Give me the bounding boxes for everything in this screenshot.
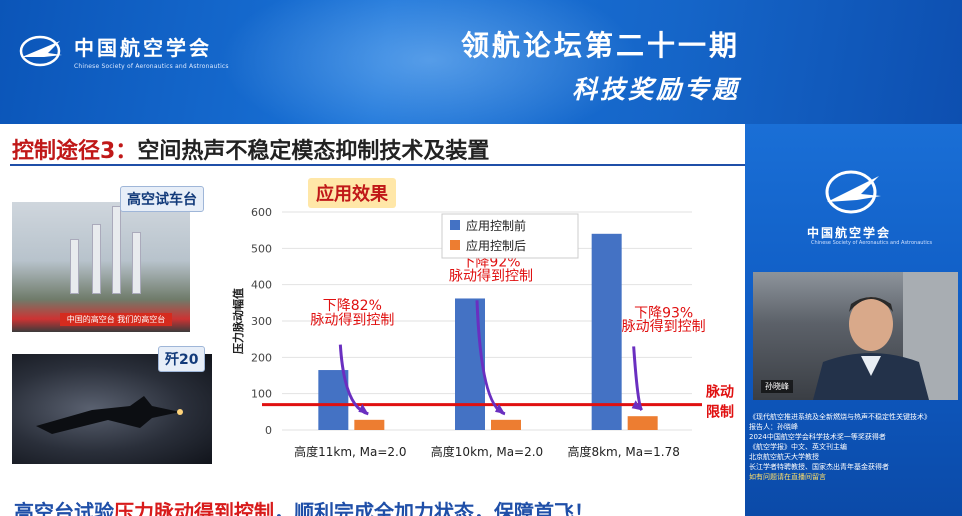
legend-label: 应用控制前 xyxy=(466,218,526,233)
speaker-video: 孙晓峰 xyxy=(753,272,958,400)
org-logo: 中国航空学会 Chinese Society of Aeronautics an… xyxy=(18,32,229,70)
j20-photo xyxy=(12,354,212,464)
photo-banner: 中国的高空台 我们的高空台 xyxy=(60,313,172,326)
apply-effect-label: 应用效果 xyxy=(308,178,396,208)
test-facility-photo: 中国的高空台 我们的高空台 xyxy=(12,202,190,332)
event-title: 领航论坛第二十一期 xyxy=(460,29,740,62)
bottom-caption-part1: 高空台试验 xyxy=(14,500,114,516)
photo1-label: 高空试车台 xyxy=(120,186,204,212)
x-category-label: 高度10km, Ma=2.0 xyxy=(431,444,543,459)
bar-before xyxy=(455,298,485,430)
y-tick-label: 0 xyxy=(265,424,272,437)
speaker-silhouette-icon xyxy=(813,272,958,400)
speaker-info: 《现代航空推进系统及全新燃烧与热声不稳定性关键技术》 报告人：孙晓峰 2024中… xyxy=(749,412,961,482)
y-axis-label: 压力脉动幅值 xyxy=(231,288,245,354)
header-banner: 中国航空学会 Chinese Society of Aeronautics an… xyxy=(0,0,962,124)
annotation-text: 下降82% xyxy=(323,298,382,314)
bar-after xyxy=(354,419,385,430)
info-line: 北京航空航天大学教授 xyxy=(749,453,819,461)
legend-swatch xyxy=(450,240,460,250)
y-tick-label: 400 xyxy=(251,279,272,292)
info-line: 长江学者特聘教授、国家杰出青年基金获得者 xyxy=(749,463,889,471)
y-tick-label: 100 xyxy=(251,388,272,401)
legend-label: 应用控制后 xyxy=(466,238,526,253)
slide-title-main: 空间热声不稳定模态抑制技术及装置 xyxy=(137,139,490,164)
y-tick-label: 600 xyxy=(251,206,272,219)
bottom-caption: 高空台试验压力脉动得到控制，顺利完成全加力状态，保障首飞！ xyxy=(14,496,594,516)
org-name-en: Chinese Society of Aeronautics and Astro… xyxy=(74,63,229,70)
limit-label: 限制 xyxy=(706,404,734,421)
airplane-logo-icon xyxy=(825,170,881,214)
title-divider xyxy=(10,164,745,166)
info-line: 《现代航空推进系统及全新燃烧与热声不稳定性关键技术》 xyxy=(749,413,931,421)
org-name-cn: 中国航空学会 xyxy=(74,36,212,60)
fighter-jet-icon xyxy=(36,396,183,434)
slide-title: 控制途径3：空间热声不稳定模态抑制技术及装置 xyxy=(12,133,489,165)
info-line: 如有问题请在直播间留言 xyxy=(749,473,826,481)
arrow-head-icon xyxy=(631,400,642,411)
x-category-label: 高度11km, Ma=2.0 xyxy=(294,444,406,459)
right-panel: 中国航空学会 Chinese Society of Aeronautics an… xyxy=(745,124,962,516)
tower-shape xyxy=(70,239,79,294)
bar-before xyxy=(318,370,349,430)
info-line: 2024中国航空学会科学技术奖一等奖获得者 xyxy=(749,433,886,441)
annotation-text: 脉动得到控制 xyxy=(449,267,533,284)
bar-after xyxy=(491,419,521,430)
legend-box xyxy=(441,213,579,259)
bar-before xyxy=(591,233,622,430)
slide-title-prefix: 控制途径3： xyxy=(12,139,138,164)
bottom-caption-part3: ，顺利完成全加力状态，保障首飞！ xyxy=(274,500,594,516)
tower-shape xyxy=(92,224,101,294)
info-line: 报告人：孙晓峰 xyxy=(749,423,798,431)
bar-after xyxy=(627,416,658,430)
y-tick-label: 200 xyxy=(251,351,272,364)
tower-shape xyxy=(132,232,141,294)
annotation-text: 下降93% xyxy=(634,305,693,321)
limit-label: 脉动 xyxy=(705,384,734,401)
panel-org-name-en: Chinese Society of Aeronautics and Astro… xyxy=(811,240,933,246)
presentation-slide: 控制途径3：空间热声不稳定模态抑制技术及装置 中国的高空台 我们的高空台 高空试… xyxy=(0,124,745,516)
arrow-head-icon xyxy=(358,403,369,414)
tower-shape xyxy=(112,206,121,294)
annotation-text: 脉动得到控制 xyxy=(622,318,706,335)
y-tick-label: 500 xyxy=(251,242,272,255)
bottom-caption-part2: 压力脉动得到控制 xyxy=(114,500,274,516)
info-line: 《航空学报》中文、英文刊主编 xyxy=(749,443,847,451)
speaker-name-tag: 孙晓峰 xyxy=(761,380,793,393)
annotation-arrow xyxy=(632,346,644,412)
arrow-head-icon xyxy=(495,403,505,414)
photo2-label: 歼20 xyxy=(158,346,206,372)
airplane-logo-icon xyxy=(19,35,62,67)
y-tick-label: 300 xyxy=(251,315,272,328)
legend-swatch xyxy=(450,220,460,230)
x-category-label: 高度8km, Ma=1.78 xyxy=(567,444,679,459)
event-subtitle: 科技奖励专题 xyxy=(571,75,740,104)
banner-glow xyxy=(220,0,640,124)
panel-org-name-cn: 中国航空学会 xyxy=(807,226,892,240)
annotation-text: 脉动得到控制 xyxy=(310,312,394,329)
